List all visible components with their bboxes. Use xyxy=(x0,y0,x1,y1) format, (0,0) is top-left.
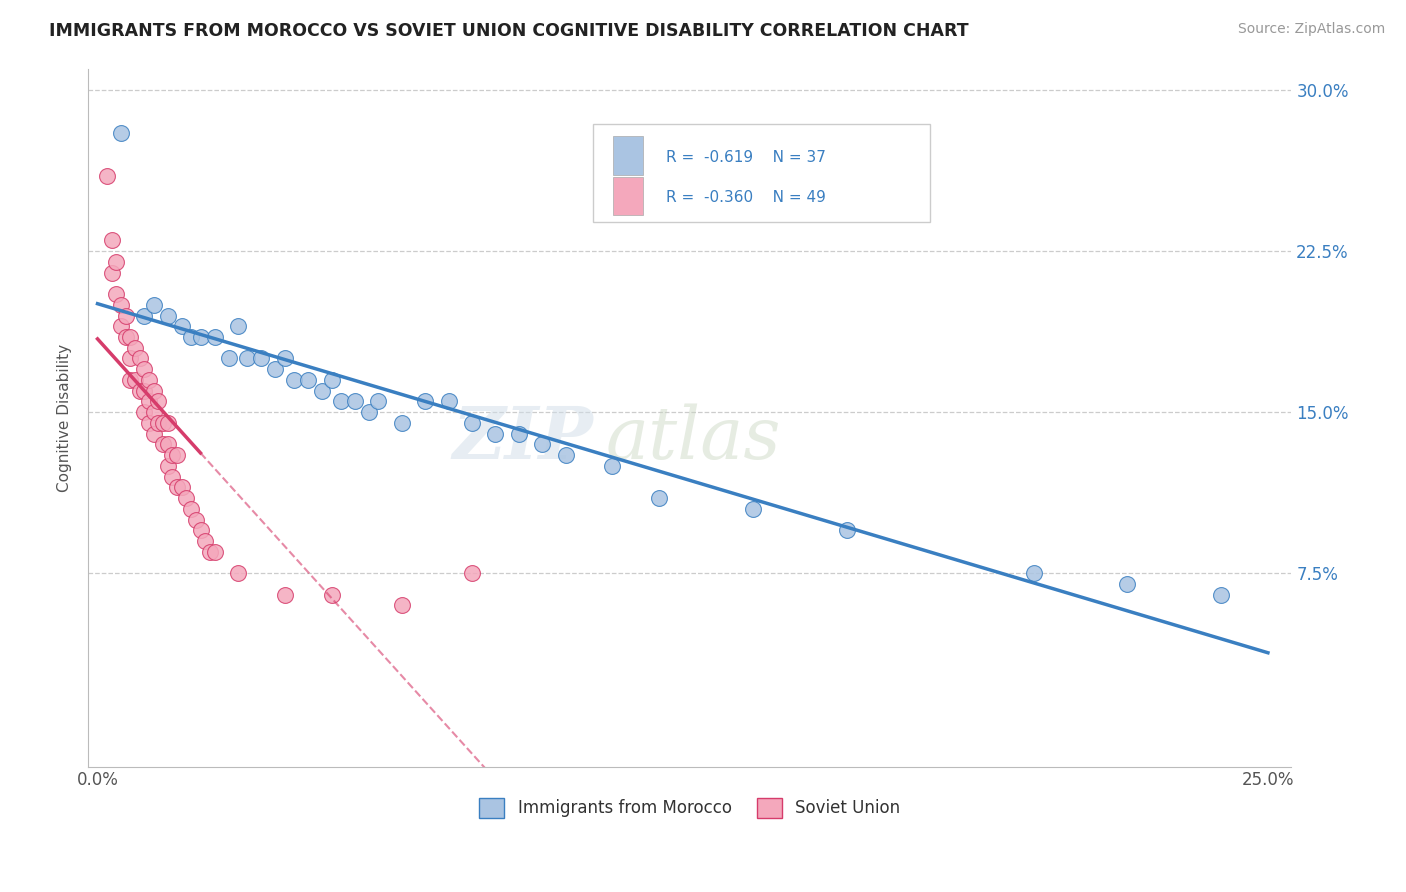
Point xyxy=(204,330,226,344)
Point xyxy=(138,373,160,387)
Point xyxy=(138,394,160,409)
Point xyxy=(297,373,319,387)
Point xyxy=(190,524,212,538)
Point xyxy=(138,416,160,430)
Point xyxy=(204,545,226,559)
Point xyxy=(128,384,150,398)
Point xyxy=(283,373,305,387)
Point xyxy=(484,426,506,441)
Point xyxy=(274,351,297,366)
FancyBboxPatch shape xyxy=(593,124,931,222)
FancyBboxPatch shape xyxy=(613,177,643,215)
Point xyxy=(218,351,240,366)
Point xyxy=(250,351,273,366)
Point xyxy=(156,458,179,473)
Point xyxy=(166,480,188,494)
Point xyxy=(120,351,142,366)
Point xyxy=(321,588,343,602)
Text: atlas: atlas xyxy=(606,403,780,474)
Point xyxy=(100,266,122,280)
Point xyxy=(602,458,624,473)
Point xyxy=(835,524,858,538)
Point xyxy=(367,394,389,409)
Point xyxy=(114,309,136,323)
Point xyxy=(274,588,297,602)
Point xyxy=(105,287,128,301)
Point xyxy=(142,426,165,441)
Point xyxy=(554,448,576,462)
Point xyxy=(190,330,212,344)
Point xyxy=(114,330,136,344)
Point xyxy=(311,384,333,398)
Point xyxy=(134,362,156,376)
Point xyxy=(134,405,156,419)
Point xyxy=(142,384,165,398)
Point xyxy=(391,416,413,430)
Point xyxy=(236,351,259,366)
Point xyxy=(391,599,413,613)
Point xyxy=(461,416,484,430)
Point xyxy=(437,394,460,409)
Point xyxy=(142,298,165,312)
Point xyxy=(508,426,530,441)
Point xyxy=(142,405,165,419)
Point xyxy=(162,448,184,462)
Text: R =  -0.619    N = 37: R = -0.619 N = 37 xyxy=(665,151,825,165)
Point xyxy=(461,566,484,581)
Point xyxy=(110,298,132,312)
Point xyxy=(170,480,193,494)
Point xyxy=(180,330,202,344)
Point xyxy=(1209,588,1232,602)
Point xyxy=(226,319,249,334)
Point xyxy=(166,448,188,462)
Point xyxy=(330,394,353,409)
Point xyxy=(134,309,156,323)
Point xyxy=(1022,566,1045,581)
Text: IMMIGRANTS FROM MOROCCO VS SOVIET UNION COGNITIVE DISABILITY CORRELATION CHART: IMMIGRANTS FROM MOROCCO VS SOVIET UNION … xyxy=(49,22,969,40)
Point xyxy=(531,437,554,451)
Point xyxy=(110,126,132,140)
Point xyxy=(152,416,174,430)
Point xyxy=(156,309,179,323)
Y-axis label: Cognitive Disability: Cognitive Disability xyxy=(58,343,72,491)
Point xyxy=(742,501,765,516)
Point xyxy=(120,330,142,344)
Point xyxy=(120,373,142,387)
Legend: Immigrants from Morocco, Soviet Union: Immigrants from Morocco, Soviet Union xyxy=(472,791,907,824)
Point xyxy=(128,351,150,366)
Point xyxy=(413,394,436,409)
Point xyxy=(198,545,221,559)
Point xyxy=(343,394,366,409)
Point xyxy=(176,491,198,505)
Point xyxy=(124,341,146,355)
Point xyxy=(226,566,249,581)
Text: ZIP: ZIP xyxy=(453,403,593,474)
Point xyxy=(194,534,217,549)
Point xyxy=(100,233,122,247)
Point xyxy=(156,416,179,430)
Point xyxy=(134,384,156,398)
Point xyxy=(96,169,118,183)
Point xyxy=(1116,577,1139,591)
Point xyxy=(170,319,193,334)
Point xyxy=(156,437,179,451)
Point xyxy=(184,512,207,526)
Point xyxy=(648,491,671,505)
Point xyxy=(357,405,380,419)
Point xyxy=(321,373,343,387)
Point xyxy=(148,394,170,409)
Point xyxy=(110,319,132,334)
Point xyxy=(105,255,128,269)
Point xyxy=(124,373,146,387)
Point xyxy=(264,362,287,376)
Text: Source: ZipAtlas.com: Source: ZipAtlas.com xyxy=(1237,22,1385,37)
FancyBboxPatch shape xyxy=(613,136,643,175)
Point xyxy=(180,501,202,516)
Point xyxy=(162,469,184,483)
Point xyxy=(148,416,170,430)
Text: R =  -0.360    N = 49: R = -0.360 N = 49 xyxy=(665,190,825,205)
Point xyxy=(152,437,174,451)
